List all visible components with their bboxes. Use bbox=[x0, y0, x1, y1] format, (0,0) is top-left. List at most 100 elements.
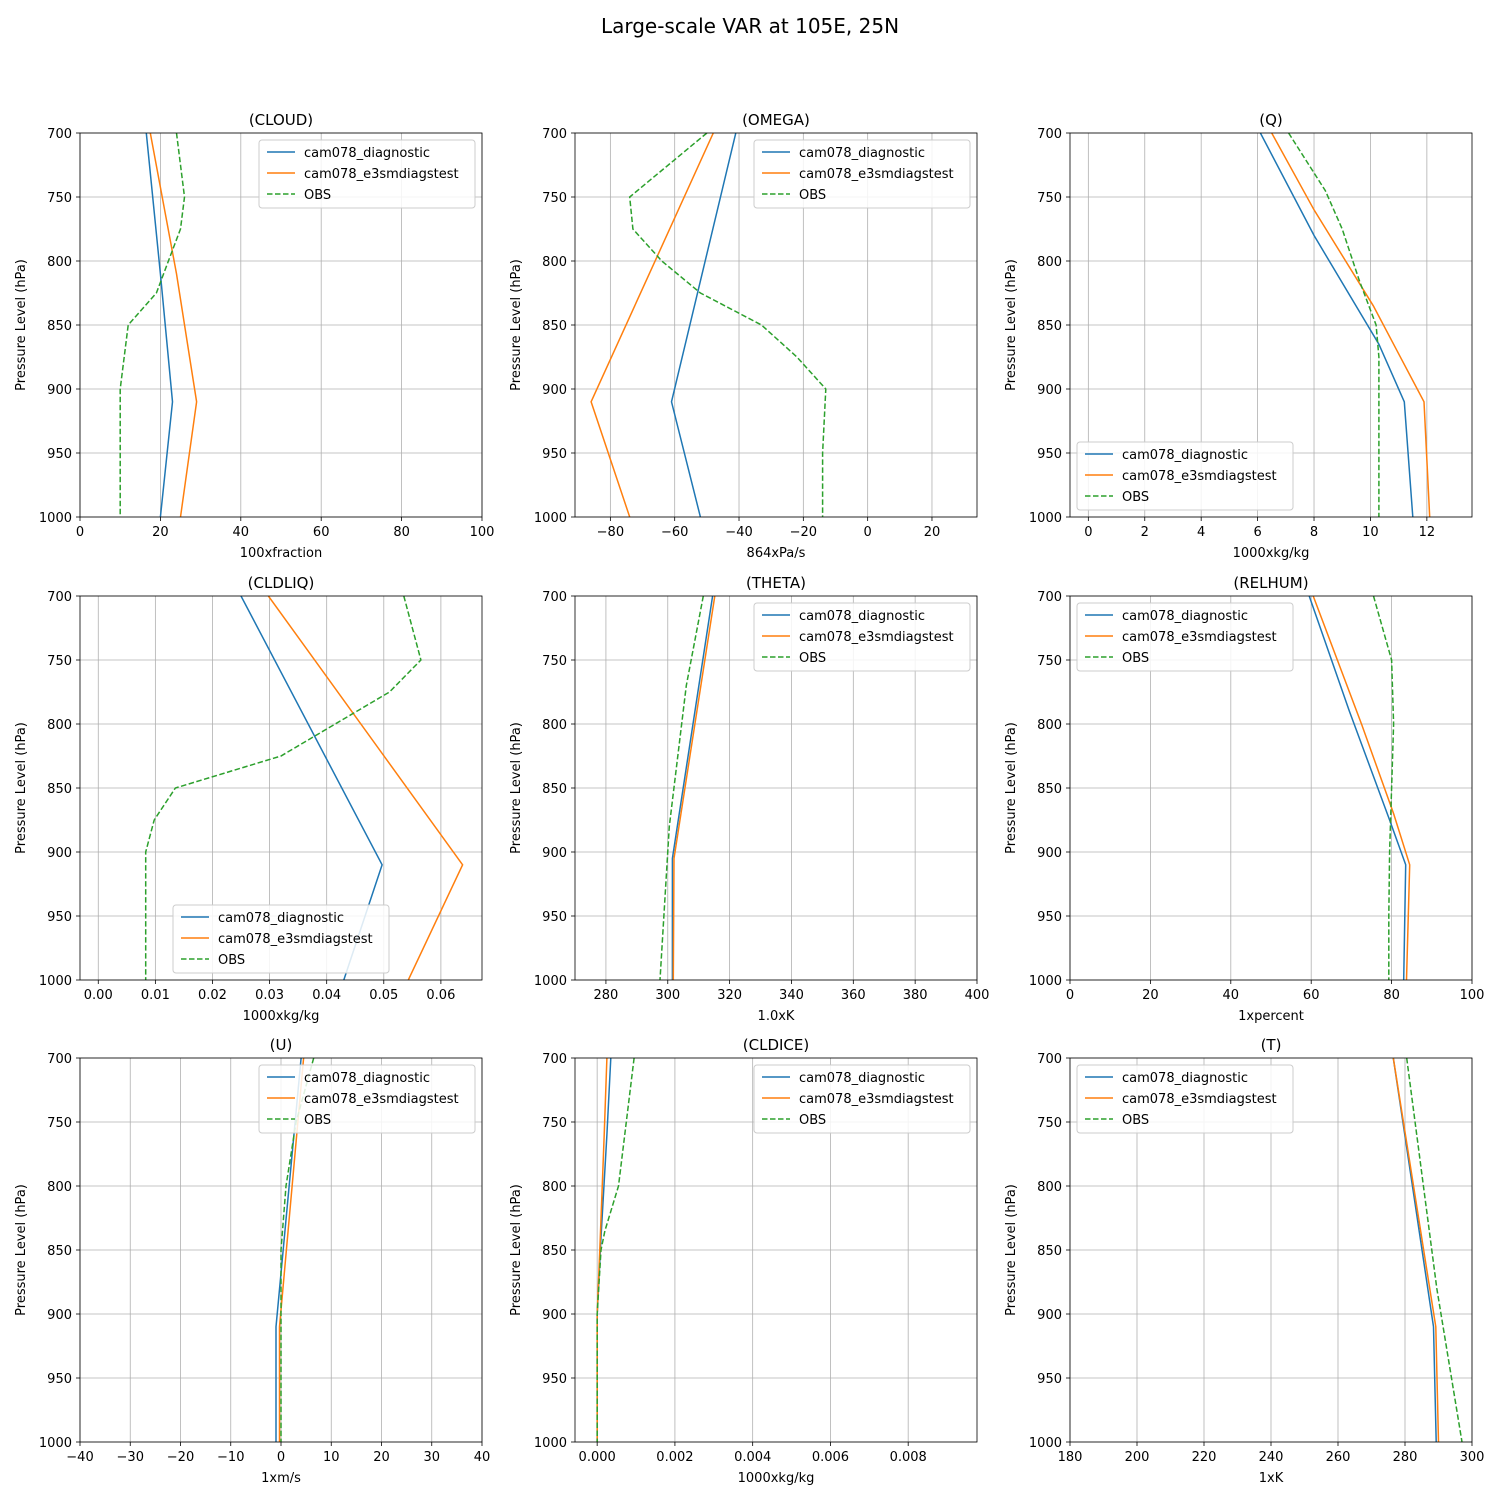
series-line-OBS bbox=[1287, 133, 1380, 517]
y-tick-label: 750 bbox=[542, 1116, 567, 1131]
x-tick-label: −20 bbox=[167, 1450, 194, 1465]
x-tick-label: −60 bbox=[661, 525, 688, 540]
legend-label: cam078_e3smdiagstest bbox=[304, 167, 459, 182]
y-tick-label: 850 bbox=[542, 319, 567, 334]
series-group bbox=[596, 1058, 635, 1442]
y-axis-label: Pressure Level (hPa) bbox=[1004, 259, 1019, 391]
x-axis-label: 1.0xK bbox=[758, 1009, 795, 1024]
y-tick-label: 900 bbox=[47, 846, 72, 861]
x-tick-label: 300 bbox=[1460, 1450, 1485, 1465]
series-group bbox=[1308, 596, 1411, 980]
y-axis-label: Pressure Level (hPa) bbox=[14, 722, 29, 854]
x-tick-label: 260 bbox=[1326, 1450, 1351, 1465]
y-tick-label: 700 bbox=[1037, 590, 1062, 605]
subplot-title: (THETA) bbox=[746, 574, 806, 592]
series-line-cam078_diagnostic bbox=[671, 596, 714, 980]
y-tick-label: 950 bbox=[1037, 1372, 1062, 1387]
subplot-1: 0 20 40 60 80 100 700 750 800 850 900 950 1000 (CLOUD… bbox=[14, 111, 494, 561]
y-tick-label: 800 bbox=[1037, 1180, 1062, 1195]
legend-label: cam078_diagnostic bbox=[304, 146, 430, 161]
x-tick-label: 220 bbox=[1192, 1450, 1217, 1465]
x-tick-label: −30 bbox=[117, 1450, 144, 1465]
y-tick-label: 700 bbox=[1037, 127, 1062, 142]
series-group bbox=[275, 1058, 315, 1442]
y-tick-label: 750 bbox=[542, 654, 567, 669]
figure-title: Large-scale VAR at 105E, 25N bbox=[600, 14, 900, 38]
y-tick-label: 950 bbox=[542, 447, 567, 462]
legend-label: cam078_diagnostic bbox=[799, 146, 925, 161]
subplot-title: (RELHUM) bbox=[1233, 574, 1308, 592]
y-axis-label: Pressure Level (hPa) bbox=[14, 259, 29, 391]
y-tick-label: 900 bbox=[47, 1308, 72, 1323]
subplot-title: (CLDLIQ) bbox=[248, 574, 315, 592]
series-group bbox=[1392, 1058, 1463, 1442]
y-tick-label: 850 bbox=[1037, 1244, 1062, 1259]
subplot-title: (OMEGA) bbox=[742, 111, 810, 129]
legend-box bbox=[1076, 1064, 1294, 1134]
subplot-3: 0 2 4 6 8 10 12 700 750 800 850 900 950 1000 (Q) 1000xk… bbox=[1004, 111, 1473, 561]
subplot-9: 180 200 220 240 260 280 300 700 750 800 850 900 950 1… bbox=[1004, 1036, 1484, 1486]
legend: cam078_diagnostic cam078_e3smdiagstest OBS bbox=[258, 139, 476, 209]
x-tick-label: 4 bbox=[1197, 525, 1205, 540]
subplot-4: 0.00 0.01 0.02 0.03 0.04 0.05 0.06 700 750 800 850… bbox=[14, 574, 483, 1024]
x-tick-label: 280 bbox=[1393, 1450, 1418, 1465]
y-tick-label: 750 bbox=[47, 1116, 72, 1131]
y-tick-label: 700 bbox=[47, 127, 72, 142]
y-tick-label: 900 bbox=[542, 383, 567, 398]
subplot-6: 0 20 40 60 80 100 700 750 800 850 900 950 1000 (RELHU… bbox=[1004, 574, 1484, 1024]
x-tick-label: 200 bbox=[1125, 1450, 1150, 1465]
series-line-cam078_e3smdiagstest bbox=[596, 1058, 608, 1442]
x-tick-label: 380 bbox=[903, 988, 928, 1003]
legend-label: cam078_diagnostic bbox=[304, 1071, 430, 1086]
x-axis-label: 100xfraction bbox=[240, 546, 322, 561]
x-tick-label: 0.04 bbox=[312, 988, 341, 1003]
x-tick-label: −40 bbox=[725, 525, 752, 540]
legend: cam078_diagnostic cam078_e3smdiagstest OBS bbox=[753, 1064, 971, 1134]
legend-box bbox=[172, 904, 390, 974]
y-tick-label: 1000 bbox=[1029, 974, 1062, 989]
x-tick-label: 0 bbox=[76, 525, 84, 540]
legend-box bbox=[753, 1064, 971, 1134]
series-line-cam078_diagnostic bbox=[1392, 1058, 1437, 1442]
y-tick-label: 900 bbox=[47, 383, 72, 398]
x-tick-label: 180 bbox=[1058, 1450, 1083, 1465]
x-tick-label: 12 bbox=[1419, 525, 1436, 540]
x-tick-label: 0 bbox=[1066, 988, 1074, 1003]
x-axis-label: 1xpercent bbox=[1238, 1009, 1304, 1024]
y-tick-label: 800 bbox=[1037, 255, 1062, 270]
y-tick-label: 1000 bbox=[534, 1436, 567, 1451]
x-tick-label: 80 bbox=[1383, 988, 1400, 1003]
x-axis-label: 864xPa/s bbox=[747, 546, 806, 561]
legend: cam078_diagnostic cam078_e3smdiagstest OBS bbox=[753, 602, 971, 672]
series-line-cam078_diagnostic bbox=[1259, 133, 1414, 517]
legend-label: cam078_e3smdiagstest bbox=[1122, 630, 1277, 645]
y-tick-label: 950 bbox=[47, 447, 72, 462]
legend-label: cam078_diagnostic bbox=[218, 911, 344, 926]
x-tick-label: 60 bbox=[313, 525, 330, 540]
x-tick-label: −40 bbox=[66, 1450, 93, 1465]
x-tick-label: 0.02 bbox=[198, 988, 227, 1003]
y-tick-label: 1000 bbox=[39, 511, 72, 526]
y-axis-label: Pressure Level (hPa) bbox=[1004, 722, 1019, 854]
x-axis-label: 1xK bbox=[1259, 1471, 1284, 1486]
x-tick-label: 30 bbox=[423, 1450, 440, 1465]
y-tick-label: 800 bbox=[47, 718, 72, 733]
x-tick-label: 0.006 bbox=[812, 1450, 849, 1465]
y-axis-label: Pressure Level (hPa) bbox=[509, 259, 524, 391]
legend: cam078_diagnostic cam078_e3smdiagstest OBS bbox=[1076, 441, 1294, 511]
x-tick-label: 10 bbox=[323, 1450, 340, 1465]
legend: cam078_diagnostic cam078_e3smdiagstest OBS bbox=[172, 904, 390, 974]
x-tick-label: 0.05 bbox=[369, 988, 398, 1003]
y-tick-label: 800 bbox=[47, 255, 72, 270]
series-line-cam078_e3smdiagstest bbox=[1271, 133, 1431, 517]
y-tick-label: 700 bbox=[542, 127, 567, 142]
x-tick-label: 360 bbox=[841, 988, 866, 1003]
legend-box bbox=[753, 139, 971, 209]
y-axis-label: Pressure Level (hPa) bbox=[509, 722, 524, 854]
series-line-OBS bbox=[280, 1058, 315, 1442]
y-tick-label: 750 bbox=[1037, 654, 1062, 669]
x-tick-label: 10 bbox=[1362, 525, 1379, 540]
subplot-5: 280 300 320 340 360 380 400 700 750 800 850 900 950 1… bbox=[509, 574, 989, 1024]
x-tick-label: 60 bbox=[1303, 988, 1320, 1003]
